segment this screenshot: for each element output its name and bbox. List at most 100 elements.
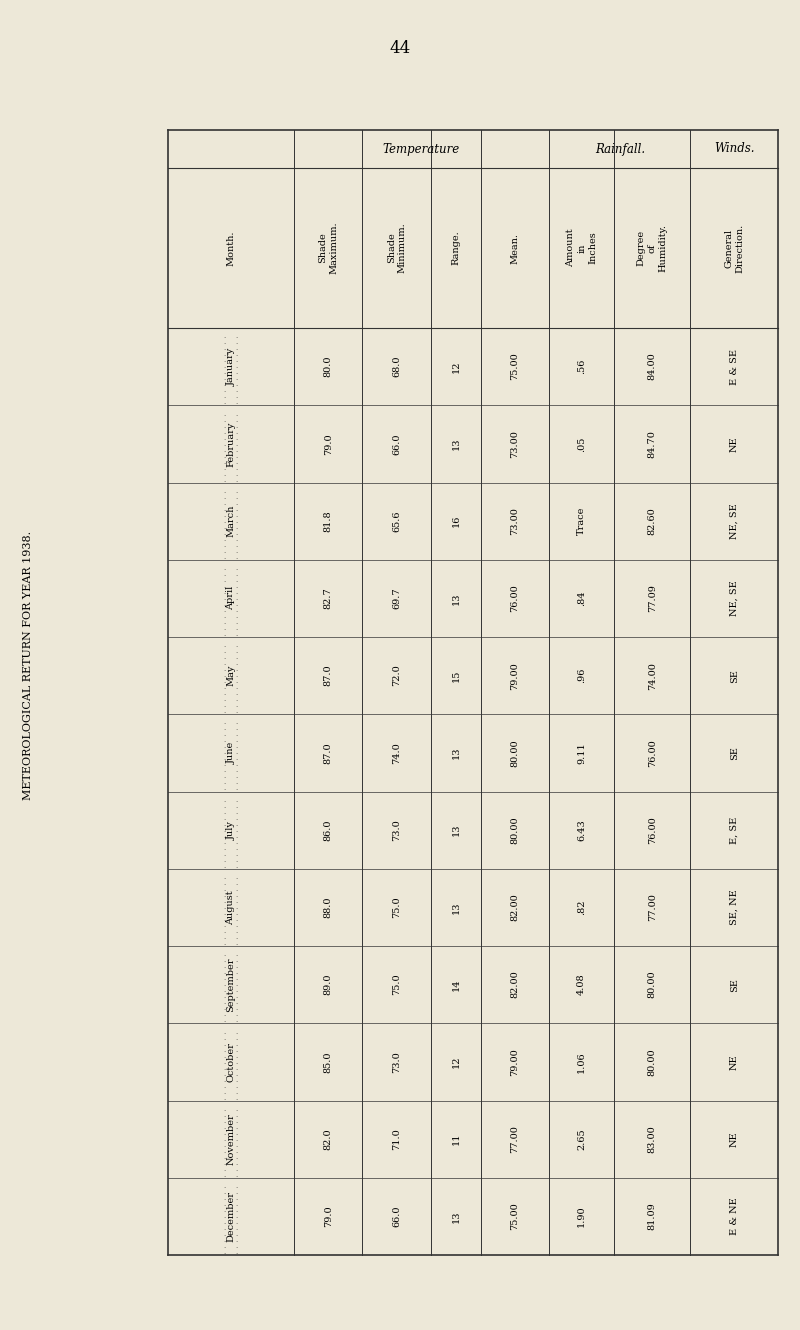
Text: .: .	[236, 730, 238, 738]
Text: .: .	[224, 1004, 226, 1012]
Text: .: .	[236, 641, 238, 649]
Text: .: .	[236, 1182, 238, 1190]
Text: .: .	[236, 469, 238, 477]
Text: .: .	[236, 939, 238, 947]
Text: NE: NE	[730, 1132, 738, 1146]
Text: .: .	[236, 660, 238, 668]
Text: 73.00: 73.00	[510, 507, 519, 535]
Text: 80.00: 80.00	[510, 739, 519, 766]
Text: .: .	[236, 1093, 238, 1101]
Text: E, SE: E, SE	[730, 817, 738, 843]
Text: .: .	[236, 1076, 238, 1084]
Text: .: .	[236, 648, 238, 656]
Text: .: .	[224, 463, 226, 472]
Text: Winds.: Winds.	[714, 142, 754, 156]
Text: .: .	[236, 1194, 238, 1202]
Text: NE: NE	[730, 1055, 738, 1069]
Text: .: .	[224, 843, 226, 851]
Text: .: .	[224, 730, 226, 738]
Text: .: .	[236, 1129, 238, 1137]
Text: .: .	[236, 1153, 238, 1161]
Text: .: .	[224, 701, 226, 709]
Text: 13: 13	[451, 746, 460, 759]
Text: .: .	[224, 356, 226, 364]
Text: NE: NE	[730, 436, 738, 452]
Text: .: .	[224, 773, 226, 781]
Text: .: .	[236, 785, 238, 793]
Text: .: .	[224, 374, 226, 382]
Text: .: .	[236, 1146, 238, 1154]
Text: .: .	[236, 606, 238, 614]
Text: 77.00: 77.00	[648, 894, 657, 922]
Text: .: .	[224, 908, 226, 916]
Text: .: .	[224, 641, 226, 649]
Text: .: .	[236, 934, 238, 942]
Text: .: .	[224, 583, 226, 591]
Text: .: .	[236, 374, 238, 382]
Text: .: .	[224, 618, 226, 626]
Text: .: .	[224, 511, 226, 519]
Text: 87.0: 87.0	[324, 742, 333, 763]
Text: Shade
Minimum.: Shade Minimum.	[386, 222, 407, 274]
Text: NE, SE: NE, SE	[730, 580, 738, 616]
Text: .: .	[236, 831, 238, 839]
Text: 77.09: 77.09	[648, 584, 657, 612]
Text: 89.0: 89.0	[324, 974, 333, 995]
Text: .: .	[224, 1170, 226, 1178]
Text: .: .	[224, 896, 226, 904]
Text: .: .	[224, 862, 226, 870]
Text: .: .	[224, 1069, 226, 1077]
Text: .: .	[236, 612, 238, 620]
Text: 85.0: 85.0	[324, 1051, 333, 1072]
Text: .: .	[236, 446, 238, 454]
Text: .: .	[236, 1052, 238, 1060]
Text: 6.43: 6.43	[577, 819, 586, 841]
Text: .: .	[236, 975, 238, 983]
Text: .: .	[236, 398, 238, 406]
Text: .: .	[224, 458, 226, 466]
Text: .: .	[224, 915, 226, 923]
Text: .: .	[224, 1093, 226, 1101]
Text: Amount
in
Inches: Amount in Inches	[566, 229, 598, 267]
Text: .: .	[224, 600, 226, 608]
Text: .: .	[236, 541, 238, 549]
Text: .: .	[224, 831, 226, 839]
Text: .: .	[224, 1105, 226, 1113]
Text: .: .	[236, 927, 238, 935]
Text: .: .	[236, 588, 238, 596]
Text: METEOROLOGICAL RETURN FOR YEAR 1938.: METEOROLOGICAL RETURN FOR YEAR 1938.	[23, 531, 33, 799]
Text: Temperature: Temperature	[383, 142, 460, 156]
Text: 76.00: 76.00	[648, 817, 657, 845]
Text: .: .	[224, 1129, 226, 1137]
Text: .: .	[236, 1081, 238, 1089]
Text: .: .	[224, 987, 226, 995]
Text: NE, SE: NE, SE	[730, 503, 738, 539]
Text: .82: .82	[577, 899, 586, 915]
Text: Degree
of
Humidity.: Degree of Humidity.	[637, 223, 668, 273]
Text: .: .	[224, 1123, 226, 1130]
Text: .: .	[236, 896, 238, 904]
Text: .: .	[236, 553, 238, 561]
Text: Rainfall.: Rainfall.	[594, 142, 645, 156]
Text: 16: 16	[451, 515, 460, 527]
Text: 15: 15	[451, 669, 460, 682]
Text: .: .	[236, 1200, 238, 1208]
Text: .: .	[224, 576, 226, 584]
Text: .: .	[224, 529, 226, 537]
Text: 76.00: 76.00	[648, 739, 657, 767]
Text: .: .	[224, 850, 226, 858]
Text: .: .	[236, 962, 238, 971]
Text: .: .	[224, 785, 226, 793]
Text: .: .	[224, 1052, 226, 1060]
Text: .: .	[224, 332, 226, 340]
Text: 75.00: 75.00	[510, 1202, 519, 1230]
Text: 12: 12	[451, 1056, 460, 1068]
Text: 71.0: 71.0	[392, 1128, 402, 1150]
Text: 72.0: 72.0	[392, 665, 402, 686]
Text: .: .	[236, 826, 238, 834]
Text: .: .	[236, 410, 238, 418]
Text: .: .	[224, 1111, 226, 1119]
Text: .: .	[236, 814, 238, 822]
Text: .: .	[224, 1088, 226, 1096]
Text: 13: 13	[451, 1210, 460, 1222]
